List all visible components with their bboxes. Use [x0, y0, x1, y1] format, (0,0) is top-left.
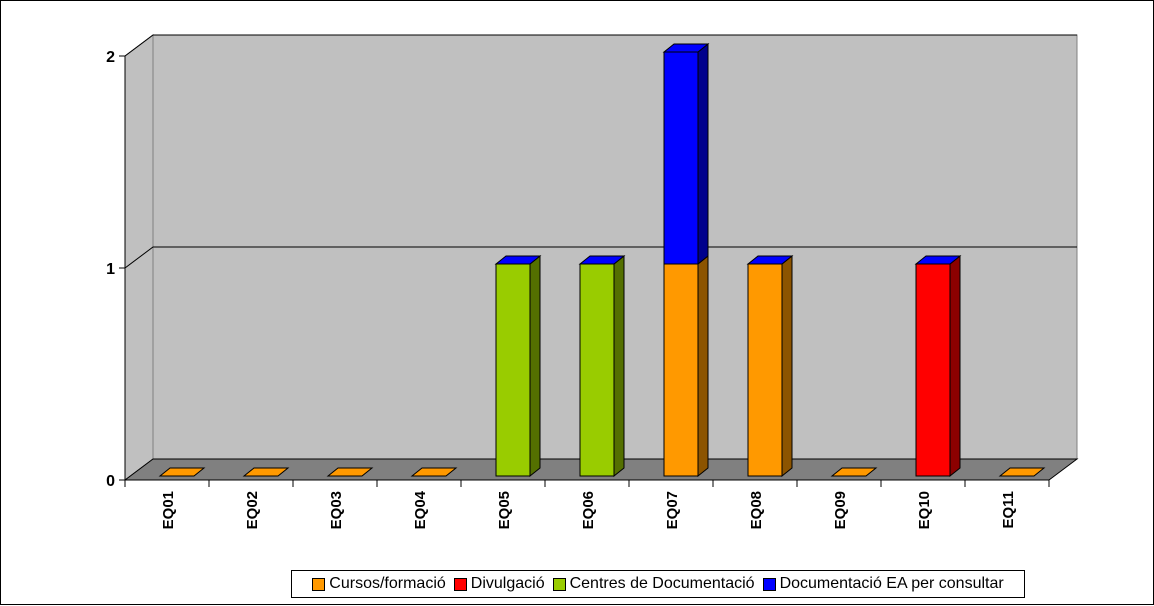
bar-zero-eq11 [998, 467, 1046, 477]
y-tick-label: 0 [106, 473, 115, 490]
bar-segment-side [697, 254, 709, 478]
bar-segment-side [949, 254, 961, 478]
legend-label: Cursos/formació [329, 575, 446, 592]
bar-segment [663, 263, 699, 477]
x-tick-label: EQ08 [748, 491, 765, 529]
bar-zero-eq03 [326, 467, 374, 477]
bar-segment [915, 263, 951, 477]
bar-segment-side [697, 42, 709, 266]
x-tick-label: EQ01 [160, 491, 177, 529]
x-tick-label: EQ06 [580, 491, 597, 529]
legend-item: Divulgació [453, 575, 545, 593]
y-tick-label: 2 [106, 49, 115, 66]
legend-label: Centres de Documentació [569, 575, 755, 592]
bar-segment-side [613, 254, 625, 478]
bar-segment [579, 263, 615, 477]
gridline [124, 246, 1077, 269]
legend-label: Divulgació [470, 575, 545, 592]
legend-swatch [552, 577, 566, 591]
legend-item: Documentació EA per consultar [762, 575, 1004, 593]
bar-segment-side [781, 254, 793, 478]
bar-zero-eq04 [410, 467, 458, 477]
x-tick-label: EQ04 [412, 490, 429, 529]
bar-zero-eq09 [830, 467, 878, 477]
x-tick-label: EQ02 [244, 491, 261, 529]
x-tick-label: EQ05 [496, 491, 513, 529]
legend-swatch [312, 577, 326, 591]
bar-segment [495, 263, 531, 477]
bar-top-face [746, 255, 794, 265]
bar-top-face [662, 43, 710, 53]
x-tick-label: EQ11 [1000, 491, 1017, 529]
x-tick-label: EQ10 [916, 491, 933, 529]
x-tick-label: EQ07 [664, 491, 681, 529]
y-tick-label: 1 [106, 261, 115, 278]
x-tick-label: EQ03 [328, 491, 345, 529]
legend-item: Cursos/formació [312, 575, 446, 593]
bar-segment-side [529, 254, 541, 478]
bar-zero-eq01 [158, 467, 206, 477]
legend-swatch [453, 577, 467, 591]
chart-legend: Cursos/formació Divulgació Centres de Docu… [291, 570, 1025, 598]
bar-top-face [578, 255, 626, 265]
gridline [124, 34, 1077, 57]
x-tick-label: EQ09 [832, 491, 849, 529]
bar-top-face [914, 255, 962, 265]
bar-segment [747, 263, 783, 477]
legend-item: Centres de Documentació [552, 575, 755, 593]
bar-zero-eq02 [242, 467, 290, 477]
bar-top-face [494, 255, 542, 265]
legend-swatch [762, 577, 776, 591]
legend-label: Documentació EA per consultar [779, 575, 1004, 592]
bar-segment [663, 51, 699, 265]
